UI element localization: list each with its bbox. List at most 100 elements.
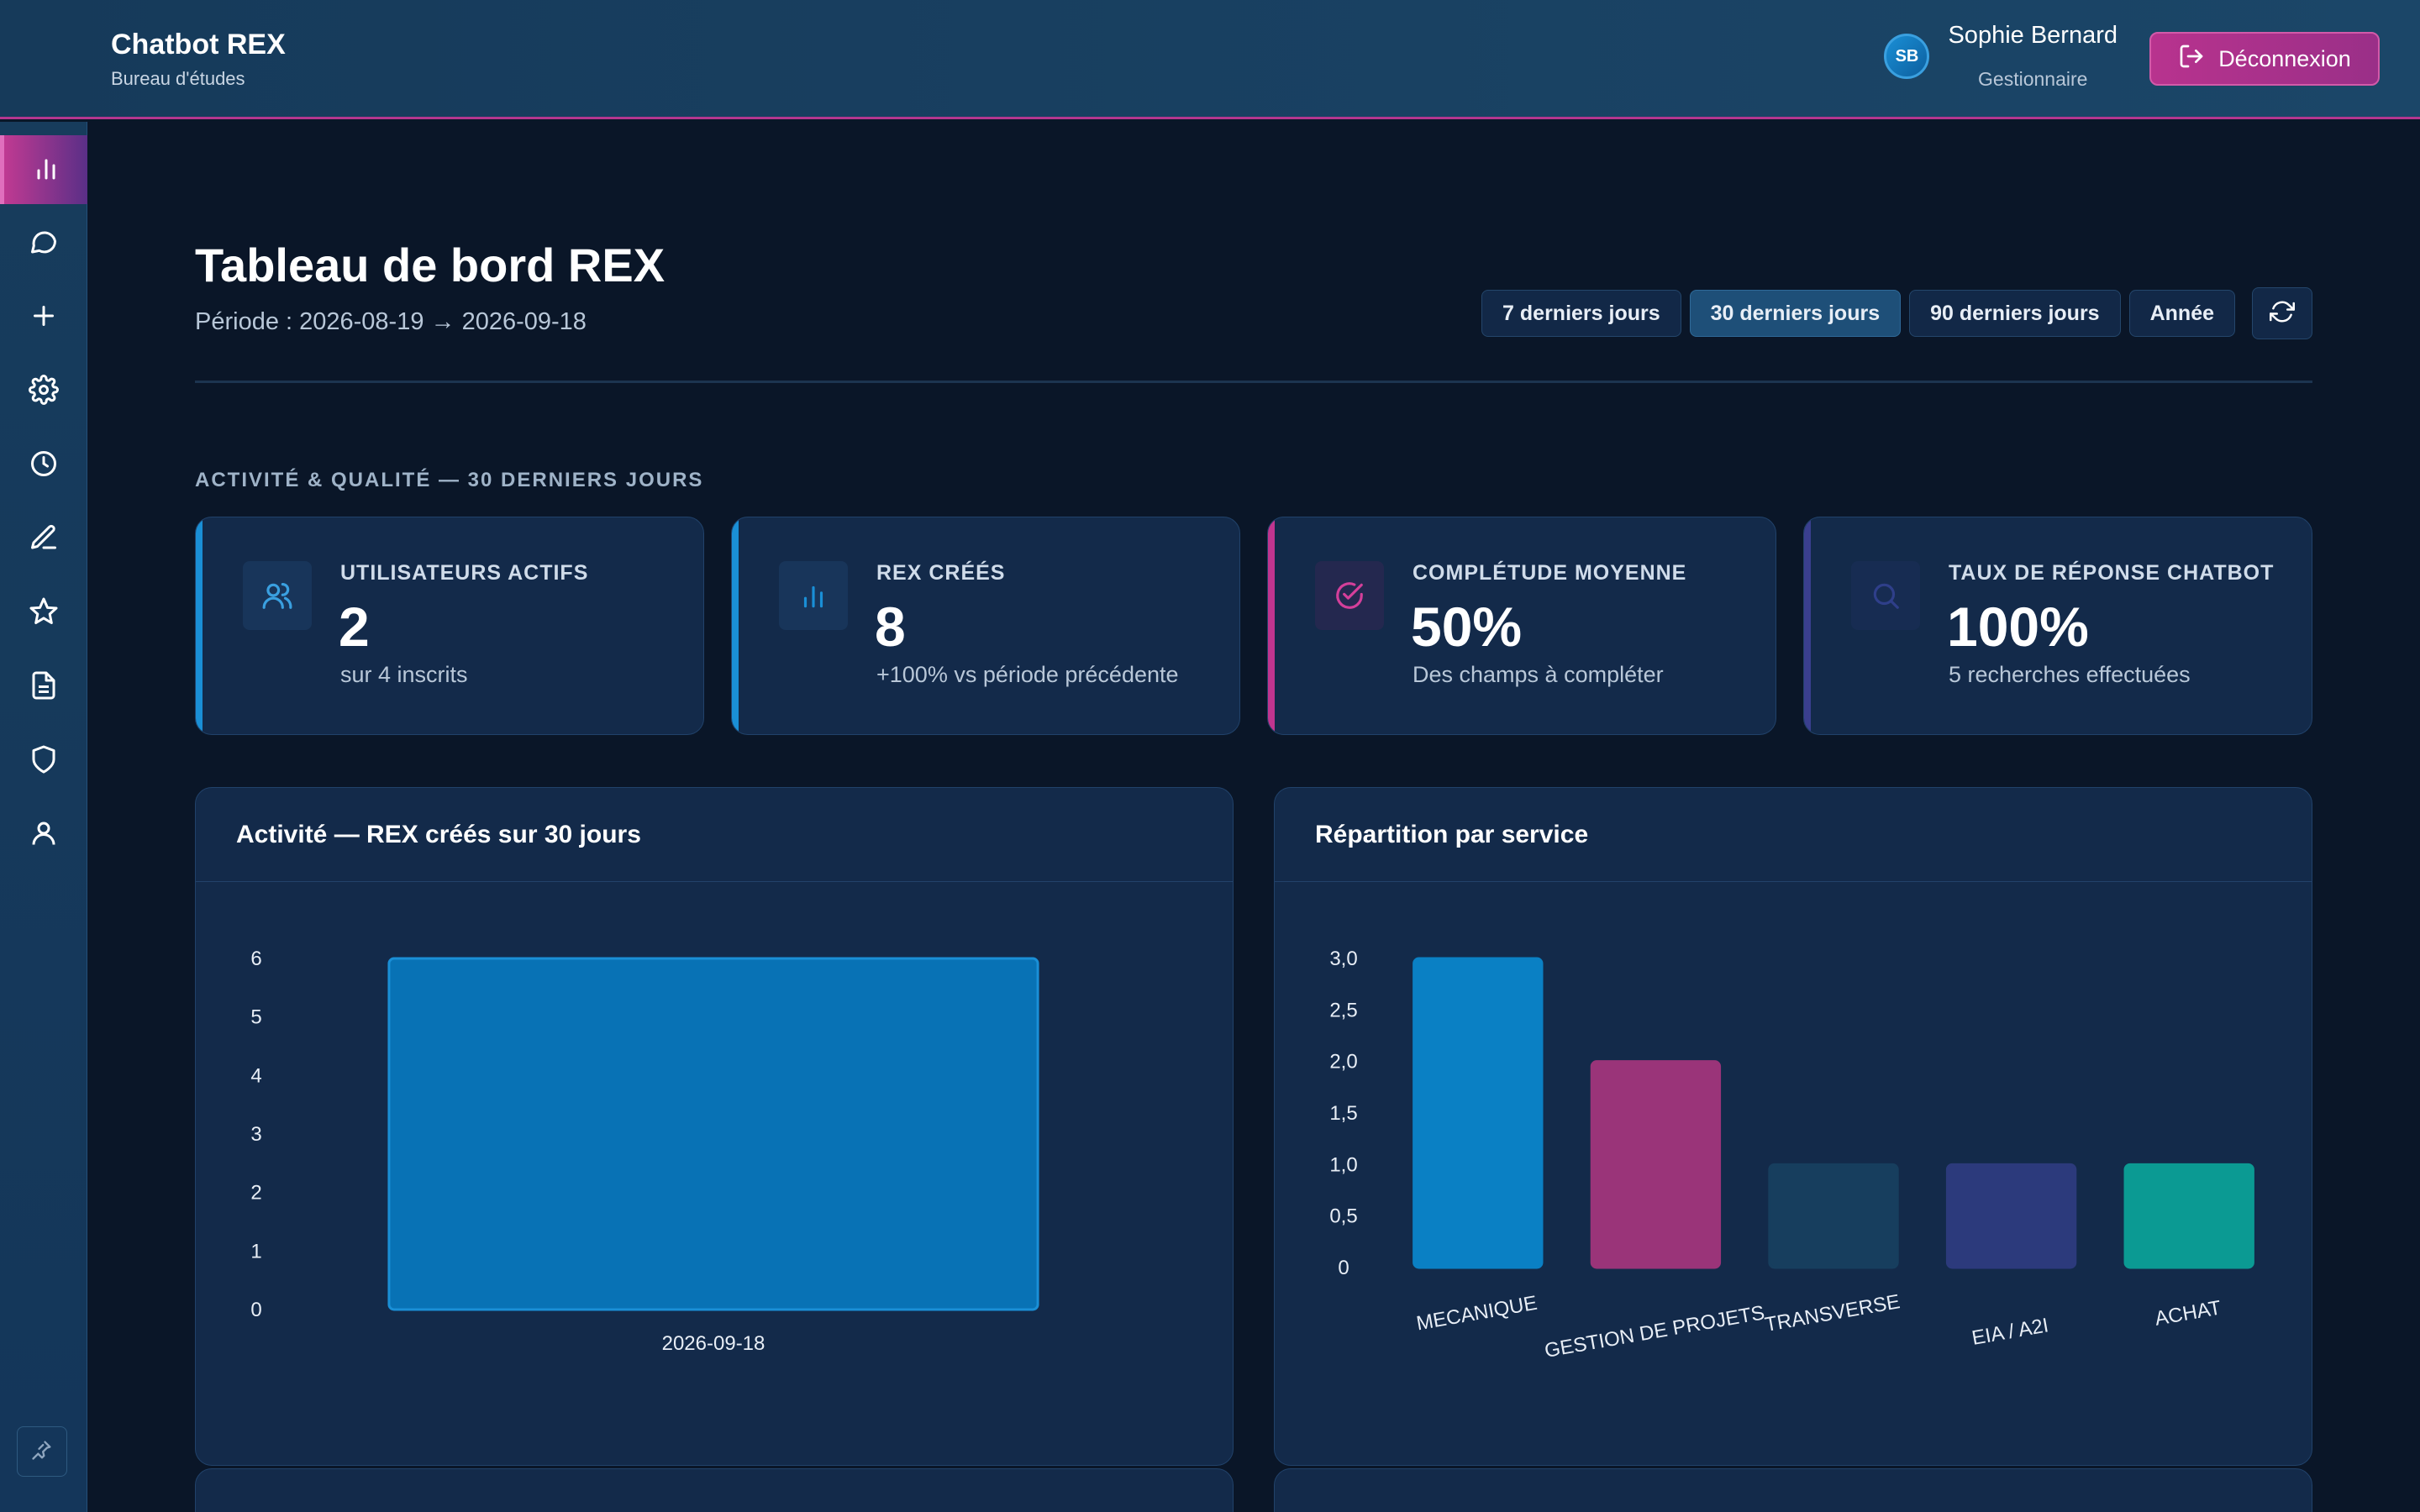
kpi-accent-bar bbox=[1268, 517, 1275, 734]
search-icon bbox=[1851, 561, 1920, 630]
sidebar-item-history[interactable] bbox=[0, 431, 87, 500]
x-tick-label: MECANIQUE bbox=[1415, 1292, 1539, 1336]
bar[interactable] bbox=[1768, 1163, 1899, 1269]
y-tick-label: 0,5 bbox=[1329, 1205, 1357, 1228]
users-icon bbox=[243, 561, 312, 630]
service-chart-panel: Répartition par service 0 0,5 1,0 1,5 2,0 2,5… bbox=[1274, 787, 2312, 1466]
logout-icon bbox=[2178, 43, 2205, 76]
pencil-icon bbox=[29, 522, 59, 557]
activity-bar-chart: 0 1 2 3 4 5 6 2026-09-18 bbox=[250, 948, 1039, 1355]
plus-icon bbox=[29, 301, 59, 335]
kpi-label: REX CRÉÉS bbox=[876, 561, 1006, 585]
y-tick-label: 3 bbox=[250, 1123, 261, 1146]
kpi-subtext: sur 4 inscrits bbox=[340, 662, 468, 687]
x-tick-label: TRANSVERSE bbox=[1763, 1290, 1902, 1336]
x-tick-label: ACHAT bbox=[2153, 1296, 2223, 1330]
clock-icon bbox=[29, 449, 59, 483]
user-role: Gestionnaire bbox=[1978, 68, 2088, 90]
y-tick-label: 5 bbox=[250, 1006, 261, 1029]
user-icon bbox=[29, 818, 59, 853]
y-tick-label: 0 bbox=[1338, 1257, 1349, 1279]
gear-icon bbox=[29, 374, 59, 409]
kpi-card-chatbot-rate: TAUX DE RÉPONSE CHATBOT 100% 5 recherche… bbox=[1803, 517, 2312, 735]
range-selector: 7 derniers jours 30 derniers jours 90 de… bbox=[1481, 287, 2312, 339]
activity-chart-title: Activité — REX créés sur 30 jours bbox=[196, 788, 1233, 882]
kpi-subtext: 5 recherches effectuées bbox=[1949, 662, 2191, 687]
sidebar-item-favorites[interactable] bbox=[0, 579, 87, 648]
kpi-value: 50% bbox=[1411, 596, 1523, 658]
x-tick-label: GESTION DE PROJETS bbox=[1543, 1301, 1766, 1362]
x-tick-label: 2026-09-18 bbox=[662, 1332, 765, 1355]
kpi-value: 2 bbox=[339, 596, 370, 658]
range-90-days-button[interactable]: 90 derniers jours bbox=[1909, 290, 2121, 337]
bar-chart-icon bbox=[31, 153, 61, 187]
range-7-days-button[interactable]: 7 derniers jours bbox=[1481, 290, 1681, 337]
y-tick-label: 6 bbox=[250, 948, 261, 970]
y-tick-label: 2,0 bbox=[1329, 1051, 1357, 1074]
kpi-value: 100% bbox=[1947, 596, 2089, 658]
period-range: Période : 2026-08-19 → 2026-09-18 bbox=[195, 308, 587, 335]
y-tick-label: 1,0 bbox=[1329, 1153, 1357, 1176]
logout-label: Déconnexion bbox=[2218, 45, 2351, 71]
sidebar-item-edit[interactable] bbox=[0, 505, 87, 574]
sidebar-item-profile[interactable] bbox=[0, 801, 87, 869]
refresh-icon bbox=[2270, 299, 2295, 328]
page-title: Tableau de bord REX bbox=[195, 239, 666, 291]
bar[interactable] bbox=[387, 957, 1039, 1311]
pin-sidebar-button[interactable] bbox=[17, 1426, 67, 1477]
kpi-row: UTILISATEURS ACTIFS 2 sur 4 inscrits REX… bbox=[195, 517, 2312, 735]
bar[interactable] bbox=[1590, 1060, 1722, 1269]
bar[interactable] bbox=[1945, 1163, 2077, 1269]
app-title: Chatbot REX bbox=[111, 29, 286, 60]
service-bar-chart: 0 0,5 1,0 1,5 2,0 2,5 3,0 MECANIQUE GESTION DE P… bbox=[1329, 948, 2254, 1362]
kpi-card-completeness: COMPLÉTUDE MOYENNE 50% Des champs à comp… bbox=[1267, 517, 1776, 735]
user-menu[interactable]: SB Sophie Bernard Gestionnaire bbox=[1884, 22, 2118, 91]
logout-button[interactable]: Déconnexion bbox=[2149, 32, 2380, 86]
y-tick-label: 2 bbox=[250, 1182, 261, 1205]
service-chart-title: Répartition par service bbox=[1275, 788, 2312, 882]
x-tick-label: EIA / A2I bbox=[1970, 1314, 2050, 1350]
sidebar-item-documents[interactable] bbox=[0, 653, 87, 722]
y-tick-label: 4 bbox=[250, 1064, 261, 1087]
y-tick-label: 0 bbox=[250, 1299, 261, 1321]
sidebar-item-dashboard[interactable] bbox=[0, 135, 87, 204]
range-30-days-button[interactable]: 30 derniers jours bbox=[1689, 290, 1902, 337]
kpi-subtext: Des champs à compléter bbox=[1413, 662, 1664, 687]
app-subtitle: Bureau d'études bbox=[111, 68, 245, 89]
sidebar bbox=[0, 122, 87, 1512]
next-panel-right bbox=[1274, 1468, 2312, 1512]
refresh-button[interactable] bbox=[2252, 287, 2312, 339]
kpi-label: TAUX DE RÉPONSE CHATBOT bbox=[1949, 561, 2275, 585]
kpi-card-active-users: UTILISATEURS ACTIFS 2 sur 4 inscrits bbox=[195, 517, 704, 735]
chat-bubble-icon bbox=[29, 227, 59, 261]
y-tick-label: 1,5 bbox=[1329, 1102, 1357, 1125]
y-tick-label: 1 bbox=[250, 1240, 261, 1263]
document-icon bbox=[29, 670, 59, 705]
user-name: Sophie Bernard bbox=[1948, 22, 2118, 49]
activity-chart-panel: Activité — REX créés sur 30 jours 0 1 2 3 4 5… bbox=[195, 787, 1234, 1466]
next-panel-left bbox=[195, 1468, 1234, 1512]
bar[interactable] bbox=[1413, 957, 1544, 1269]
sidebar-item-security[interactable] bbox=[0, 727, 87, 795]
pin-icon bbox=[30, 1438, 54, 1466]
kpi-label: COMPLÉTUDE MOYENNE bbox=[1413, 561, 1687, 585]
y-tick-label: 2,5 bbox=[1329, 999, 1357, 1021]
avatar[interactable]: SB bbox=[1884, 34, 1930, 79]
sidebar-item-chat[interactable] bbox=[0, 209, 87, 278]
range-year-button[interactable]: Année bbox=[2128, 290, 2235, 337]
y-tick-label: 3,0 bbox=[1329, 948, 1357, 970]
sidebar-item-new[interactable] bbox=[0, 283, 87, 352]
bar[interactable] bbox=[2123, 1163, 2254, 1269]
kpi-subtext: +100% vs période précédente bbox=[876, 662, 1179, 687]
kpi-value: 8 bbox=[875, 596, 906, 658]
kpi-label: UTILISATEURS ACTIFS bbox=[340, 561, 589, 585]
check-circle-icon bbox=[1315, 561, 1384, 630]
brand[interactable]: Chatbot REX Bureau d'études bbox=[111, 29, 286, 90]
top-bar: Chatbot REX Bureau d'études SB Sophie Be… bbox=[0, 0, 2420, 119]
section-label: ACTIVITÉ & QUALITÉ — 30 DERNIERS JOURS bbox=[195, 469, 704, 491]
kpi-accent-bar bbox=[1804, 517, 1811, 734]
star-icon bbox=[29, 596, 59, 631]
sidebar-item-settings[interactable] bbox=[0, 357, 87, 426]
shield-icon bbox=[29, 744, 59, 779]
header-divider bbox=[195, 381, 2312, 383]
